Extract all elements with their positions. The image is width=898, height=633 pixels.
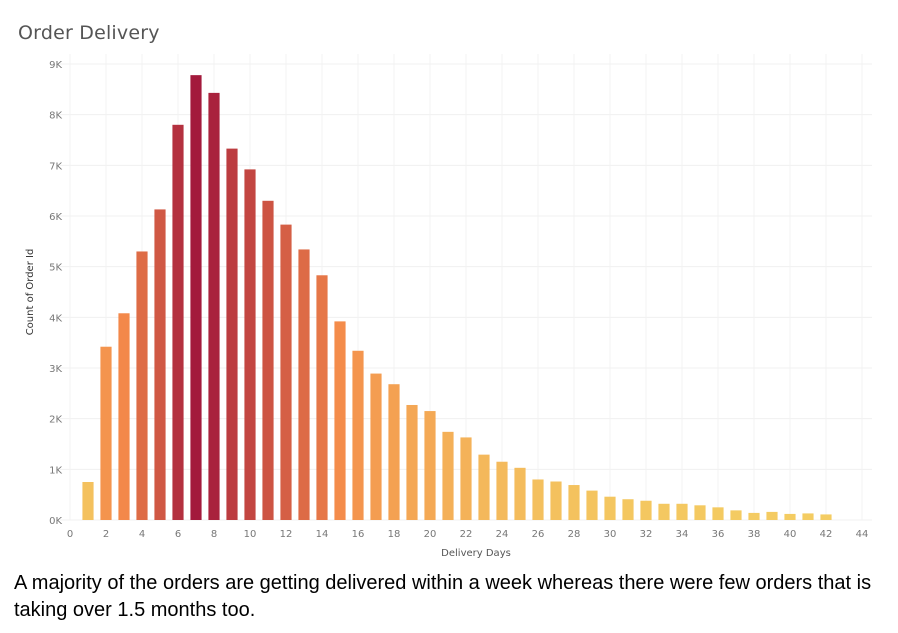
- x-tick-label: 16: [352, 529, 365, 540]
- x-tick-label: 12: [280, 529, 293, 540]
- bar-day-36: [712, 507, 724, 520]
- bar-day-38: [748, 512, 760, 520]
- x-tick-label: 32: [640, 529, 653, 540]
- bar-day-25: [514, 467, 526, 520]
- bar-day-30: [604, 496, 616, 520]
- x-tick-label: 8: [211, 529, 217, 540]
- bar-day-32: [640, 500, 652, 520]
- bar-day-31: [622, 499, 634, 520]
- x-tick-label: 22: [460, 529, 473, 540]
- bar-day-2: [100, 346, 112, 520]
- x-tick-label: 4: [139, 529, 145, 540]
- bar-day-29: [586, 490, 598, 520]
- y-tick-label: 4K: [49, 313, 62, 324]
- bar-day-9: [226, 148, 238, 520]
- x-tick-label: 14: [316, 529, 329, 540]
- bar-day-33: [658, 503, 670, 520]
- bar-day-10: [244, 169, 256, 521]
- bar-day-35: [694, 505, 706, 520]
- bar-day-4: [136, 251, 148, 520]
- y-tick-label: 8K: [49, 111, 62, 122]
- x-tick-label: 30: [604, 529, 617, 540]
- y-tick-label: 3K: [49, 364, 62, 375]
- bar-day-22: [460, 437, 472, 520]
- bar-day-41: [802, 513, 814, 520]
- x-tick-label: 18: [388, 529, 401, 540]
- bar-day-14: [316, 275, 328, 520]
- bar-day-16: [352, 350, 364, 520]
- y-tick-label: 1K: [49, 465, 62, 476]
- bar-day-27: [550, 481, 562, 520]
- y-tick-label: 2K: [49, 415, 62, 426]
- x-tick-label: 20: [424, 529, 437, 540]
- x-tick-label: 40: [784, 529, 797, 540]
- y-tick-label: 5K: [49, 263, 62, 274]
- x-tick-label: 36: [712, 529, 725, 540]
- bar-day-28: [568, 485, 580, 520]
- bar-day-26: [532, 479, 544, 520]
- x-tick-label: 38: [748, 529, 761, 540]
- y-tick-label: 7K: [49, 161, 62, 172]
- bar-day-37: [730, 510, 742, 520]
- x-tick-label: 0: [67, 529, 73, 540]
- caption-text: A majority of the orders are getting del…: [14, 572, 872, 621]
- chart-title: Order Delivery: [18, 22, 160, 44]
- x-tick-label: 34: [676, 529, 689, 540]
- bar-day-17: [370, 373, 382, 520]
- bar-day-18: [388, 384, 400, 520]
- y-tick-label: 6K: [49, 212, 62, 223]
- bar-day-6: [172, 124, 184, 521]
- bar-day-5: [154, 209, 166, 520]
- bar-day-3: [118, 313, 130, 520]
- bar-day-42: [820, 514, 832, 520]
- x-tick-label: 44: [856, 529, 869, 540]
- y-tick-label: 9K: [49, 60, 62, 71]
- bar-day-40: [784, 513, 796, 520]
- bar-day-20: [424, 411, 436, 520]
- x-tick-label: 42: [820, 529, 833, 540]
- y-axis-label: Count of Order Id: [25, 249, 36, 336]
- bar-day-13: [298, 249, 310, 520]
- x-tick-label: 28: [568, 529, 581, 540]
- bar-day-8: [208, 92, 220, 520]
- bar-day-15: [334, 321, 346, 520]
- bar-day-39: [766, 511, 778, 520]
- x-tick-label: 2: [103, 529, 109, 540]
- bar-day-12: [280, 224, 292, 520]
- x-tick-label: 10: [244, 529, 257, 540]
- bar-day-11: [262, 200, 274, 521]
- bar-day-34: [676, 503, 688, 520]
- x-axis-label: Delivery Days: [441, 548, 511, 559]
- x-tick-label: 24: [496, 529, 509, 540]
- bar-day-7: [190, 75, 202, 520]
- x-tick-label: 26: [532, 529, 545, 540]
- x-tick-label: 6: [175, 529, 181, 540]
- bar-day-23: [478, 454, 490, 520]
- bar-day-24: [496, 461, 508, 520]
- bar-day-19: [406, 404, 418, 520]
- y-tick-label: 0K: [49, 516, 62, 527]
- bar-day-1: [82, 482, 94, 520]
- bar-day-21: [442, 431, 454, 520]
